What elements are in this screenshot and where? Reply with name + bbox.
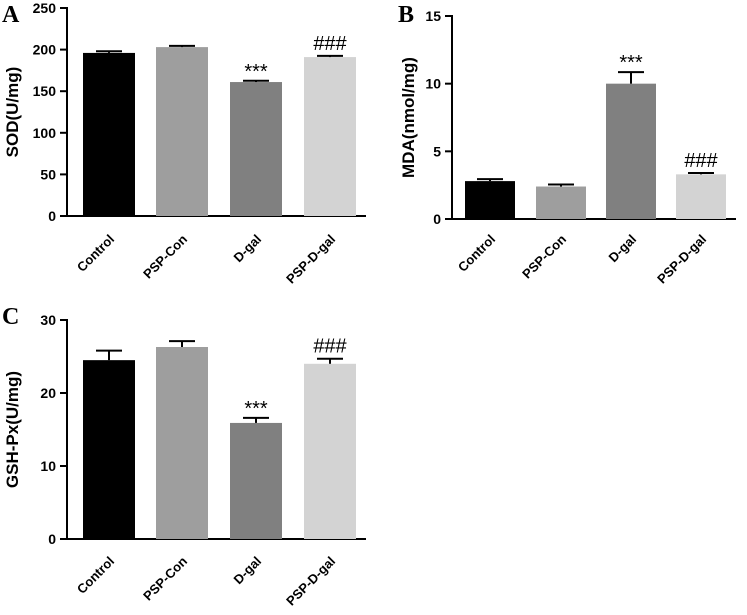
panel-c-xtick-label: PSP-Con — [140, 553, 190, 603]
panel-b-xtick-label: Control — [455, 232, 498, 275]
panel-b-significance: *** — [619, 52, 643, 74]
panel-a-bar-control — [83, 52, 135, 216]
panel-b-bar-control — [465, 181, 515, 219]
panel-c-ytick-label: 10 — [40, 458, 56, 474]
panel-b-ytick-label: 10 — [425, 76, 441, 92]
panel-b: B 0 5 10 15 MDA(nmol/mg) Control PSP-Con *** D-ga… — [398, 2, 736, 287]
panel-a-ytick-label: 150 — [33, 83, 57, 99]
panel-a-ytick-label: 200 — [33, 42, 57, 58]
panel-b-xtick-label: D-gal — [606, 232, 640, 266]
panel-c-significance: ### — [313, 336, 347, 358]
panel-a-bar-psp-d-gal — [304, 57, 356, 217]
panel-b-xtick-label: PSP-D-gal — [654, 232, 709, 287]
panel-c-ylabel: GSH-Px(U/mg) — [3, 371, 22, 488]
panel-a-bar-psp-con — [156, 47, 208, 216]
panel-c-significance: *** — [244, 398, 268, 420]
panel-c: C 0 10 20 30 GSH-Px(U/mg) Control PSP-Con *** D-g… — [2, 304, 366, 609]
panel-a-ytick-label: 100 — [33, 125, 57, 141]
panel-b-ytick-label: 0 — [433, 211, 441, 227]
panel-a-xtick-label: PSP-D-gal — [283, 232, 338, 287]
panel-c-xtick-label: Control — [74, 554, 117, 597]
panel-c-ytick-label: 30 — [40, 312, 56, 328]
panel-a-xtick-label: PSP-Con — [140, 231, 190, 281]
panel-c-xtick-label: PSP-D-gal — [283, 554, 338, 609]
panel-b-bar-d-gal — [606, 83, 656, 220]
panel-c-xtick-label: D-gal — [231, 554, 265, 588]
panel-b-xtick-label: PSP-Con — [519, 231, 569, 281]
panel-c-bar-control — [83, 360, 135, 539]
panel-b-bar-psp-con — [536, 186, 586, 219]
panel-b-ylabel: MDA(nmol/mg) — [399, 57, 418, 178]
panel-a-ytick-label: 50 — [40, 166, 56, 182]
panel-b-bar-psp-d-gal — [676, 174, 726, 219]
panel-a-bar-d-gal — [230, 82, 282, 216]
panel-a-significance: *** — [244, 61, 268, 83]
panel-a-ytick-label: 250 — [33, 0, 57, 16]
panel-c-bar-psp-con — [156, 347, 208, 539]
panel-c-bar-psp-d-gal — [304, 363, 356, 539]
panel-a-ylabel: SOD(U/mg) — [3, 67, 22, 158]
panel-a-xtick-label: Control — [74, 232, 117, 275]
panel-a-ytick-label: 0 — [48, 208, 56, 224]
panel-a: A 0 50 100 150 200 250 SOD(U/mg) Control PSP-Con *… — [2, 0, 366, 287]
panel-b-letter: B — [398, 2, 414, 28]
panel-c-ytick-label: 0 — [48, 531, 56, 547]
panel-b-significance: ### — [684, 150, 718, 172]
panel-c-ytick-label: 20 — [40, 385, 56, 401]
panel-a-letter: A — [2, 2, 20, 28]
panel-a-xtick-label: D-gal — [231, 232, 265, 266]
panel-b-ytick-label: 5 — [433, 143, 441, 159]
panel-a-significance: ### — [313, 33, 347, 55]
panel-b-ytick-label: 15 — [425, 8, 441, 24]
panel-c-bar-d-gal — [230, 422, 282, 539]
panel-c-letter: C — [2, 304, 19, 330]
